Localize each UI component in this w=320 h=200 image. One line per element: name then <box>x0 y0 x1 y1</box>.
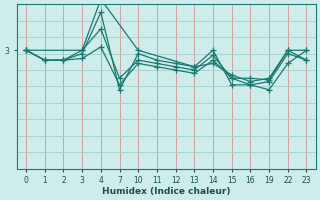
X-axis label: Humidex (Indice chaleur): Humidex (Indice chaleur) <box>102 187 230 196</box>
